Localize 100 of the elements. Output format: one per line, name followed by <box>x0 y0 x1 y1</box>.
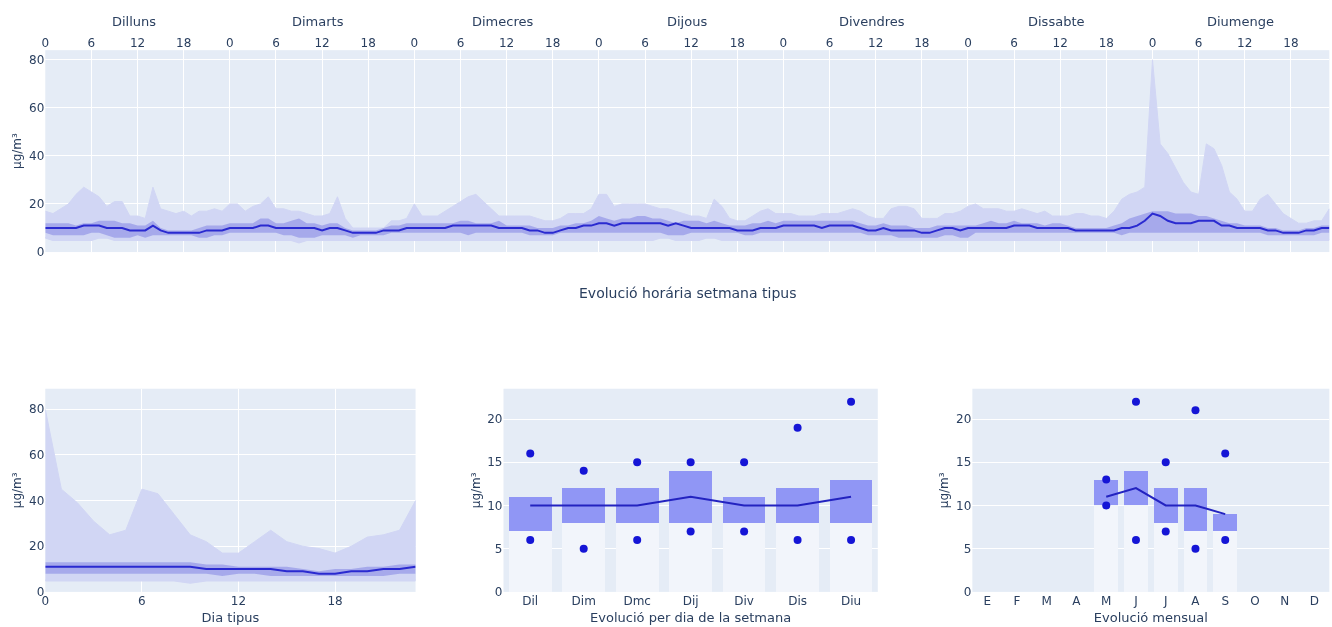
point <box>793 423 802 432</box>
bar <box>508 496 552 532</box>
point <box>740 458 749 467</box>
text: Dimarts <box>292 14 344 29</box>
y-tick-label: 60 <box>29 448 45 463</box>
point <box>1221 536 1230 545</box>
bar <box>615 488 659 523</box>
bar <box>776 488 819 523</box>
bar <box>829 479 873 523</box>
bar <box>669 470 713 523</box>
text: Dijous <box>667 14 708 29</box>
bar <box>669 522 713 592</box>
y-tick-label: 0 <box>36 245 45 260</box>
x-tick-label: 0 <box>1148 35 1157 50</box>
x-tick-label: N <box>1280 593 1290 608</box>
y-tick-label: 20 <box>29 539 45 554</box>
x-tick-label: 0 <box>595 35 603 50</box>
y-tick-label: 60 <box>29 101 45 116</box>
point <box>633 536 642 545</box>
point <box>633 458 642 467</box>
point <box>526 449 535 458</box>
x-tick-label: Dim <box>571 593 596 608</box>
y-tick-label: 20 <box>956 412 972 427</box>
x-tick-label: 0 <box>410 35 419 50</box>
x-tick-label: 18 <box>729 35 745 50</box>
point <box>1191 406 1200 415</box>
x-tick-label: 18 <box>1098 35 1114 50</box>
x-tick-label: 6 <box>272 35 280 50</box>
text: Dissabte <box>1028 14 1085 29</box>
point <box>579 466 588 475</box>
x-tick-label: 6 <box>138 593 146 608</box>
bar <box>1094 505 1119 592</box>
point <box>1161 458 1170 467</box>
x-tick-label: F <box>1013 593 1021 608</box>
x-tick-label: 6 <box>1010 35 1018 50</box>
bar <box>722 522 766 592</box>
x-tick-label: 6 <box>456 35 465 50</box>
x-axis-title: Evolució horária setmana tipus <box>579 285 797 301</box>
y-tick-label: 20 <box>487 412 503 427</box>
y-tick-label: 40 <box>29 149 45 164</box>
x-tick-label: 12 <box>868 35 884 50</box>
bar <box>1124 470 1148 506</box>
y-tick-label: 80 <box>29 52 45 67</box>
x-tick-label: 12 <box>683 35 699 50</box>
x-tick-label: 18 <box>360 35 376 50</box>
x-tick-label: 12 <box>1237 35 1253 50</box>
y-tick-label: 10 <box>956 498 972 513</box>
point <box>793 536 802 545</box>
point <box>686 458 695 467</box>
x-tick-label: 12 <box>314 35 330 50</box>
x-tick-label: 18 <box>327 593 343 608</box>
x-tick-label: S <box>1221 593 1230 608</box>
x-tick-label: Diu <box>840 593 862 608</box>
x-tick-label: J <box>1162 593 1168 608</box>
bar <box>1153 522 1178 592</box>
x-tick-label: 0 <box>779 35 788 50</box>
x-tick-label: 18 <box>176 35 192 50</box>
x-tick-label: M <box>1041 593 1052 608</box>
bar <box>615 522 659 592</box>
y-tick-label: 5 <box>494 541 503 556</box>
x-axis-title: Dia tipus <box>201 610 260 626</box>
point <box>1191 544 1200 553</box>
text: Divendres <box>839 14 905 29</box>
x-tick-label: 18 <box>914 35 930 50</box>
y-axis-title: µg/m³ <box>937 472 952 509</box>
point <box>1102 501 1111 510</box>
x-tick-label: 12 <box>498 35 515 50</box>
x-tick-label: A <box>1191 593 1201 608</box>
x-tick-label: A <box>1072 593 1082 608</box>
x-tick-label: J <box>1133 593 1138 608</box>
x-tick-label: E <box>983 593 992 608</box>
bar <box>562 522 606 592</box>
y-axis-title: µg/m³ <box>10 133 25 170</box>
x-tick-label: Div <box>734 593 754 608</box>
x-tick-label: D <box>1309 593 1320 608</box>
x-tick-label: Dij <box>682 593 699 608</box>
x-tick-label: 6 <box>825 35 834 50</box>
point <box>1131 397 1140 406</box>
x-tick-label: 6 <box>1194 35 1203 50</box>
x-axis-title: Evolució mensual <box>1093 610 1208 626</box>
text: Diumenge <box>1207 14 1275 29</box>
y-tick-label: 80 <box>29 402 45 417</box>
x-tick-label: 18 <box>1283 35 1299 50</box>
bar <box>829 522 873 592</box>
bar <box>508 531 552 592</box>
y-tick-label: 10 <box>487 498 503 513</box>
bar <box>776 522 819 592</box>
point <box>1221 449 1230 458</box>
y-tick-label: 15 <box>956 455 972 470</box>
x-tick-label: Dis <box>788 593 807 608</box>
x-tick-label: 12 <box>230 593 247 608</box>
bar <box>1183 488 1208 532</box>
x-tick-label: 18 <box>545 35 561 50</box>
point <box>526 536 535 545</box>
x-tick-label: Dmc <box>623 593 651 608</box>
x-tick-label: 12 <box>1052 35 1068 50</box>
x-axis-title: Evolució per dia de la setmana <box>590 610 792 626</box>
bar <box>722 496 766 523</box>
point <box>847 536 856 545</box>
bar <box>1124 505 1148 592</box>
